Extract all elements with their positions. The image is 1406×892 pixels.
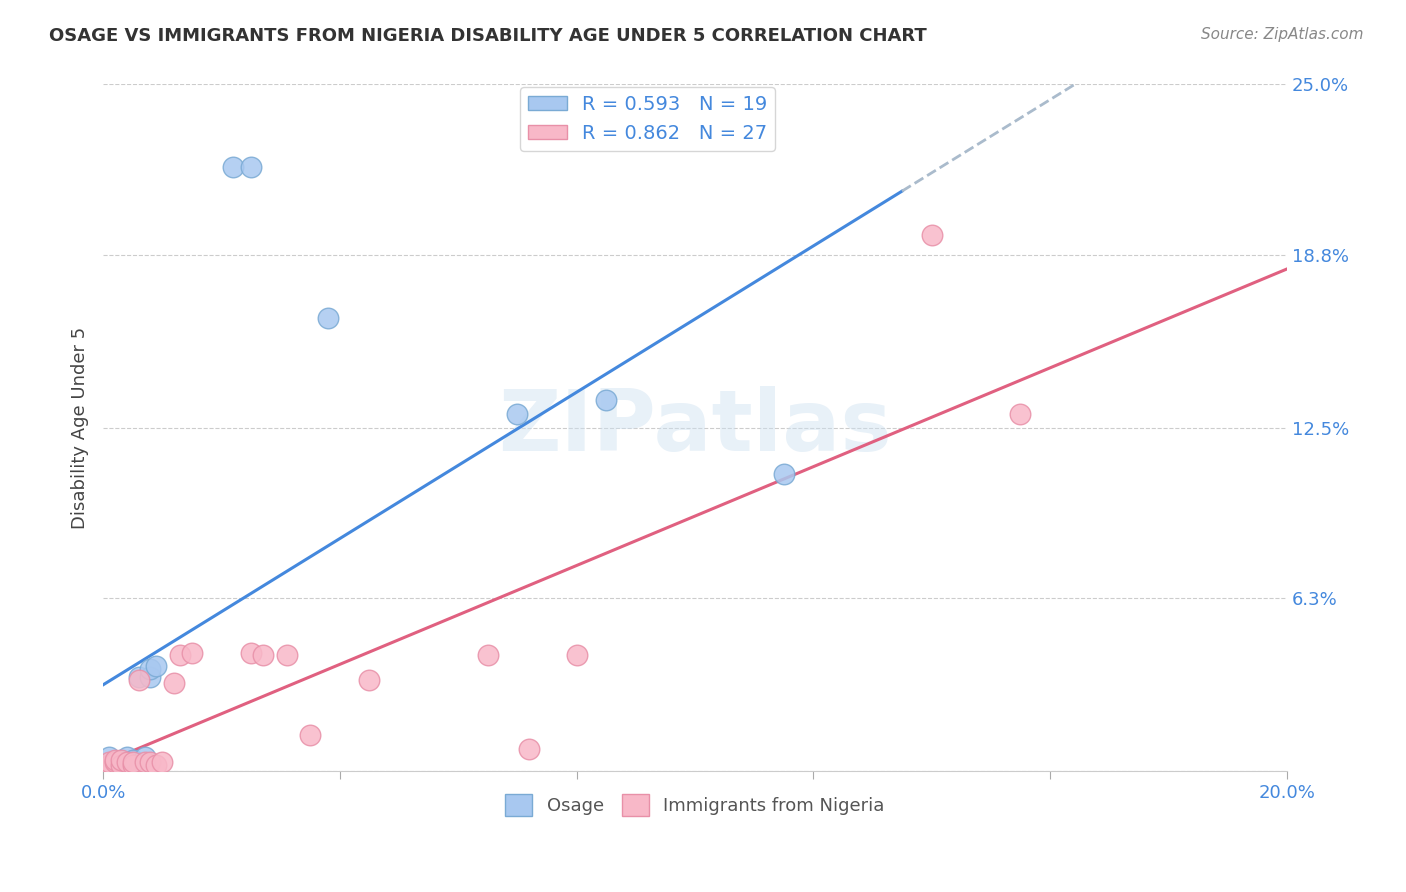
Point (517, 741, 540, 756)
Point (477, 648, 499, 663)
Point (240, 646, 263, 660)
Point (115, 756, 138, 770)
Point (921, 228, 943, 243)
Point (150, 756, 173, 770)
Point (134, 750, 156, 764)
Point (110, 753, 132, 767)
Point (276, 648, 298, 663)
Point (110, 758, 132, 772)
Point (121, 758, 143, 772)
Point (595, 393, 617, 408)
Y-axis label: Disability Age Under 5: Disability Age Under 5 (72, 326, 89, 529)
Point (163, 676, 186, 690)
Point (104, 756, 127, 770)
Point (121, 753, 143, 767)
Point (104, 753, 127, 767)
Point (252, 648, 274, 663)
Point (180, 646, 202, 660)
Point (316, 310, 339, 325)
Point (110, 753, 132, 767)
Point (240, 160, 263, 174)
Point (98, 756, 121, 770)
Point (139, 756, 162, 770)
Text: ZIPatlas: ZIPatlas (498, 386, 891, 469)
Point (115, 750, 138, 764)
Point (1010, 407, 1032, 421)
Point (121, 756, 143, 770)
Point (565, 648, 588, 663)
Point (121, 758, 143, 772)
Point (134, 756, 156, 770)
Point (139, 662, 162, 676)
Point (110, 758, 132, 772)
Text: OSAGE VS IMMIGRANTS FROM NIGERIA DISABILITY AGE UNDER 5 CORRELATION CHART: OSAGE VS IMMIGRANTS FROM NIGERIA DISABIL… (49, 27, 927, 45)
Point (145, 758, 167, 772)
Point (98, 758, 121, 772)
Point (145, 659, 167, 673)
Point (139, 670, 162, 684)
Point (128, 673, 150, 687)
Point (115, 756, 138, 770)
Point (299, 728, 322, 742)
Point (98, 750, 121, 764)
Point (169, 648, 191, 663)
Point (359, 673, 381, 687)
Point (506, 407, 529, 421)
Point (128, 670, 150, 684)
Text: Source: ZipAtlas.com: Source: ZipAtlas.com (1201, 27, 1364, 42)
Point (104, 756, 127, 770)
Point (772, 467, 794, 482)
Legend: Osage, Immigrants from Nigeria: Osage, Immigrants from Nigeria (498, 787, 891, 823)
Point (222, 160, 245, 174)
